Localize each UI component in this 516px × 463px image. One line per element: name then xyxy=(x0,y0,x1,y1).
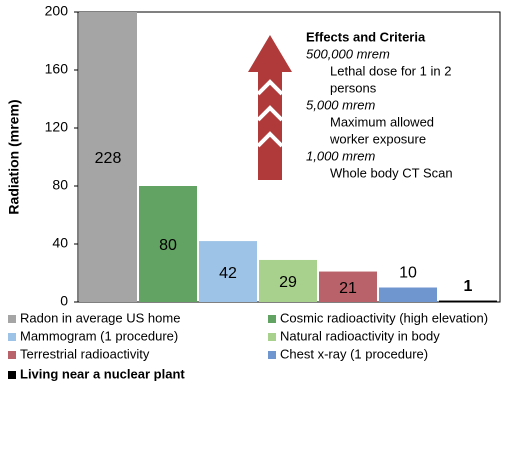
y-axis-label: Radiation (mrem) xyxy=(6,99,22,214)
bar xyxy=(439,300,497,302)
legend-label: Radon in average US home xyxy=(20,310,180,325)
legend-label: Natural radioactivity in body xyxy=(280,328,440,343)
legend-label: Chest x-ray (1 procedure) xyxy=(280,346,428,361)
legend-label: Terrestrial radioactivity xyxy=(20,346,150,361)
value-label: 1 xyxy=(464,278,473,295)
annotation-title: Effects and Criteria xyxy=(306,29,426,44)
value-label: 10 xyxy=(399,265,417,282)
bar xyxy=(139,186,197,302)
annotation-text: Lethal dose for 1 in 2 xyxy=(330,63,451,78)
y-tick-label: 40 xyxy=(52,235,68,251)
legend-swatch xyxy=(8,351,16,359)
legend-label: Mammogram (1 procedure) xyxy=(20,328,178,343)
y-tick-label: 160 xyxy=(45,61,69,77)
value-label: 80 xyxy=(159,237,177,254)
y-tick-label: 0 xyxy=(60,293,68,309)
annotation-text: Maximum allowed xyxy=(330,114,434,129)
legend-swatch xyxy=(268,351,276,359)
legend-swatch xyxy=(8,315,16,323)
value-label: 29 xyxy=(279,274,297,291)
annotation-amount: 5,000 mrem xyxy=(306,97,376,112)
legend-swatch xyxy=(8,371,16,379)
bars xyxy=(79,12,497,302)
annotation-text: worker exposure xyxy=(329,131,426,146)
value-label: 228 xyxy=(95,150,122,167)
annotation-amount: 500,000 mrem xyxy=(306,46,390,61)
annotation-text: persons xyxy=(330,80,377,95)
legend-label: Cosmic radioactivity (high elevation) xyxy=(280,310,488,325)
annotation-text: Whole body CT Scan xyxy=(330,165,453,180)
annotation-amount: 1,000 mrem xyxy=(306,148,376,163)
y-tick-label: 80 xyxy=(52,177,68,193)
bar xyxy=(259,259,317,302)
y-tick-label: 200 xyxy=(45,3,69,19)
legend-swatch xyxy=(8,333,16,341)
bar xyxy=(379,287,437,302)
y-tick-label: 120 xyxy=(45,119,69,135)
legend-swatch xyxy=(268,315,276,323)
legend-swatch xyxy=(268,333,276,341)
bar xyxy=(319,271,377,302)
bar xyxy=(199,241,257,302)
bar xyxy=(79,12,137,302)
legend-label: Living near a nuclear plant xyxy=(20,366,185,381)
arrow xyxy=(248,35,292,180)
value-label: 21 xyxy=(339,280,357,297)
value-label: 42 xyxy=(219,265,237,282)
